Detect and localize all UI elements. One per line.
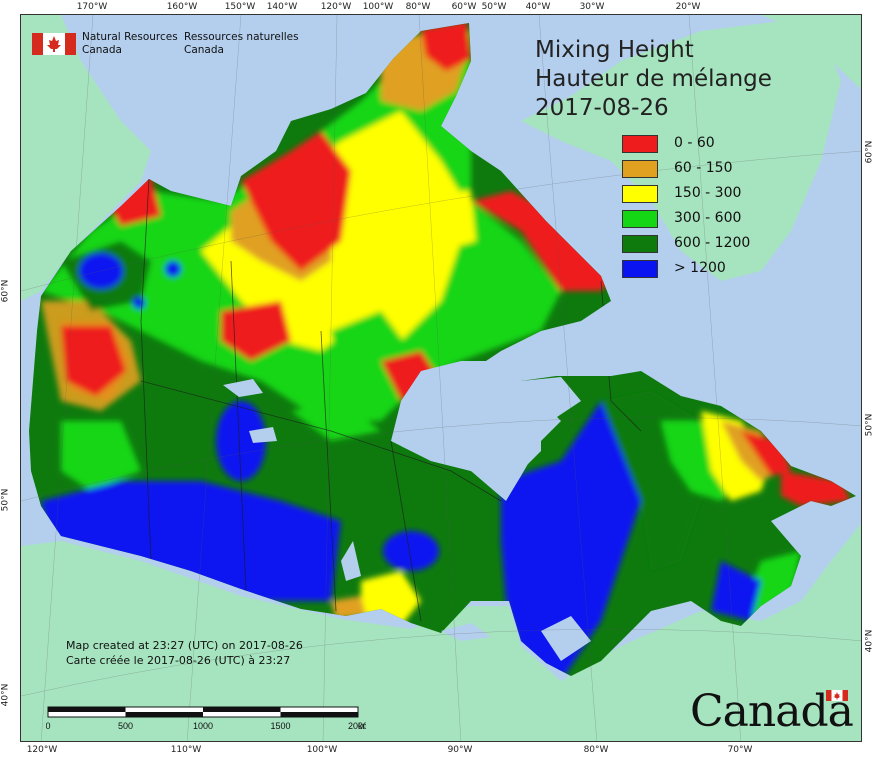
graticule-bottom-label: 80°W xyxy=(583,745,609,755)
title-english: Mixing Height xyxy=(535,37,694,63)
scale-label: 1500 xyxy=(270,721,290,731)
org-name-fr-line2: Canada xyxy=(184,44,224,56)
graticule-top-label: 120°W xyxy=(320,2,352,12)
graticule-top-label: 160°W xyxy=(166,2,198,12)
creation-note-fr: Carte créée le 2017-08-26 (UTC) à 23:27 xyxy=(66,654,291,667)
graticule-top-label: 170°W xyxy=(76,2,108,12)
graticule-bottom-label: 110°W xyxy=(170,745,202,755)
graticule-left-label: 60°N xyxy=(0,279,11,303)
graticule-bottom-label: 120°W xyxy=(26,745,58,755)
legend-label: > 1200 xyxy=(674,260,726,276)
legend-label: 0 - 60 xyxy=(674,135,715,151)
graticule-top-label: 20°W xyxy=(675,2,701,12)
scale-bar: 0 500 1000 1500 2000 km xyxy=(46,706,366,731)
scale-label: 1000 xyxy=(193,721,213,731)
graticule-top-label: 150°W xyxy=(224,2,256,12)
scale-label: 0 xyxy=(46,721,51,731)
canada-flag-icon xyxy=(32,33,76,55)
legend-label: 60 - 150 xyxy=(674,160,733,176)
legend-label: 600 - 1200 xyxy=(674,235,751,251)
legend-swatch xyxy=(622,160,658,178)
graticule-bottom-label: 100°W xyxy=(306,745,338,755)
title-date: 2017-08-26 xyxy=(535,95,669,121)
graticule-top-label: 30°W xyxy=(579,2,605,12)
graticule-top-label: 40°W xyxy=(525,2,551,12)
graticule-right-label: 50°N xyxy=(864,413,875,437)
graticule-top-label: 100°W xyxy=(362,2,394,12)
inland-water xyxy=(223,361,591,661)
title-french: Hauteur de mélange xyxy=(535,66,772,92)
scale-unit: km xyxy=(358,721,366,731)
legend-swatch xyxy=(622,185,658,203)
graticule-top-label: 80°W xyxy=(405,2,431,12)
graticule-bottom-label: 70°W xyxy=(727,745,753,755)
legend-swatch xyxy=(622,210,658,228)
scale-label: 2000 xyxy=(348,721,366,731)
creation-note: Map created at 23:27 (UTC) on 2017-08-26… xyxy=(66,638,303,668)
legend-swatch xyxy=(622,260,658,278)
graticule-top-label: 60°W xyxy=(451,2,477,12)
map-title: Mixing Height Hauteur de mélange 2017-08… xyxy=(535,36,772,123)
graticule-right-label: 60°N xyxy=(864,140,875,164)
canada-wordmark: Canada xyxy=(690,686,854,737)
scale-label: 500 xyxy=(118,721,133,731)
legend-label: 300 - 600 xyxy=(674,210,742,226)
org-name-fr-line1: Ressources naturelles xyxy=(184,31,299,43)
graticule-bottom-label: 90°W xyxy=(447,745,473,755)
graticule-left-label: 40°N xyxy=(0,683,11,707)
graticule-top-label: 140°W xyxy=(266,2,298,12)
legend-swatch xyxy=(622,135,658,153)
graticule-left-label: 50°N xyxy=(0,488,11,512)
wordmark-flag-icon xyxy=(826,690,848,701)
graticule xyxy=(21,15,861,741)
org-name-en-line1: Natural Resources xyxy=(82,31,178,43)
graticule-right-label: 40°N xyxy=(864,629,875,653)
graticule-top-label: 50°W xyxy=(481,2,507,12)
map-svg xyxy=(21,15,861,741)
legend-label: 150 - 300 xyxy=(674,185,742,201)
map-canvas[interactable] xyxy=(20,14,862,742)
legend-swatch xyxy=(622,235,658,253)
org-name-en-line2: Canada xyxy=(82,44,122,56)
creation-note-en: Map created at 23:27 (UTC) on 2017-08-26 xyxy=(66,639,303,652)
